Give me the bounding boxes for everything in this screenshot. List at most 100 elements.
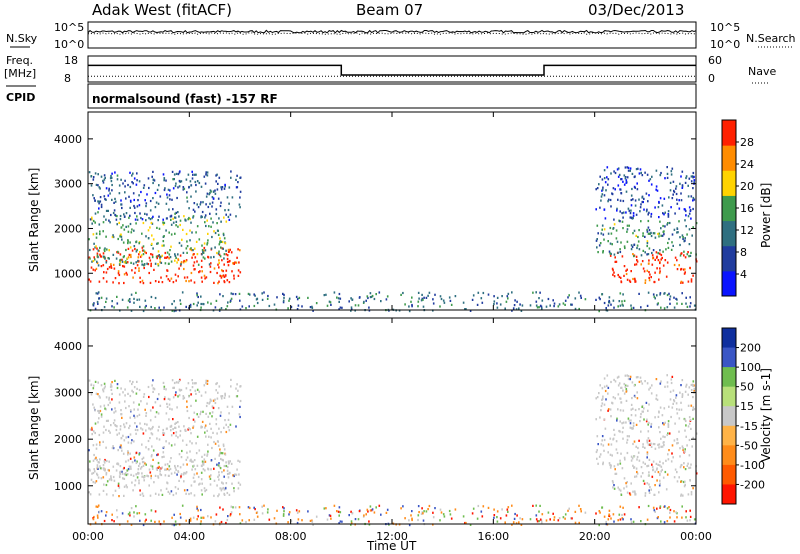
power-cell: [630, 307, 633, 310]
velocity-cell: [136, 460, 138, 463]
power-cell: [689, 305, 691, 308]
velocity-cell: [309, 519, 312, 522]
velocity-cell: [236, 383, 238, 386]
power-cell: [578, 291, 580, 294]
velocity-cell: [139, 462, 141, 465]
velocity-cell: [621, 467, 624, 470]
power-cell: [182, 251, 185, 254]
velocity-cell: [112, 465, 115, 468]
velocity-cell: [518, 521, 520, 524]
velocity-cell: [94, 409, 96, 412]
cpid-panel-frame: [87, 83, 697, 109]
velocity-cell: [174, 422, 176, 425]
velocity-cell: [655, 397, 657, 400]
power-cell: [625, 190, 628, 193]
velocity-cell: [174, 393, 177, 397]
power-cell: [149, 218, 152, 221]
velocity-cell: [190, 404, 192, 407]
velocity-cell: [211, 446, 213, 450]
power-cell: [182, 228, 184, 231]
power-cell: [120, 199, 122, 202]
velocity-cell: [601, 435, 604, 438]
power-cell: [133, 229, 135, 232]
power-cell: [659, 197, 662, 200]
velocity-cell: [688, 466, 690, 470]
velocity-cell: [657, 415, 660, 418]
power-cell: [163, 177, 166, 180]
power-cell: [202, 303, 205, 306]
power-cell: [142, 245, 145, 248]
power-cell: [180, 180, 183, 183]
velocity-cell: [596, 457, 598, 460]
velocity-cell: [647, 430, 650, 433]
power-cell: [411, 296, 413, 299]
power-cell: [132, 192, 135, 195]
velocity-cell: [182, 397, 185, 400]
velocity-cell: [127, 435, 130, 439]
power-cell: [100, 203, 103, 206]
velocity-cell: [449, 513, 452, 516]
velocity-cell: [162, 451, 165, 454]
power-cell: [150, 253, 152, 256]
velocity-cell: [157, 461, 160, 465]
velocity-cell: [193, 464, 195, 467]
velocity-cell: [648, 439, 651, 442]
power-cell: [175, 172, 178, 175]
velocity-cell: [601, 387, 604, 390]
velocity-cell: [595, 418, 597, 421]
velocity-cell: [239, 513, 241, 516]
power-cell: [151, 175, 153, 178]
colorbar-tick-label: -50: [740, 439, 758, 452]
velocity-cell: [684, 419, 687, 423]
power-cell: [610, 172, 612, 175]
velocity-cell: [621, 513, 623, 517]
velocity-cell: [94, 521, 97, 524]
power-cell: [341, 306, 343, 309]
velocity-cell: [692, 417, 694, 420]
velocity-cell: [96, 459, 98, 462]
power-cell: [119, 214, 122, 218]
power-cell: [690, 251, 692, 254]
station-title: Adak West (fitACF): [92, 1, 232, 19]
velocity-cell: [658, 426, 660, 429]
power-cell: [673, 190, 676, 194]
velocity-cell: [206, 429, 208, 432]
power-cell: [646, 253, 648, 256]
velocity-cell: [136, 429, 139, 432]
velocity-cell: [138, 512, 141, 515]
velocity-cell: [688, 386, 691, 389]
velocity-cell: [120, 409, 122, 412]
power-cell: [628, 224, 630, 227]
velocity-cell: [204, 490, 206, 493]
velocity-cell: [684, 418, 686, 421]
velocity-cell: [646, 451, 649, 454]
velocity-cell: [154, 520, 156, 523]
power-cell: [130, 255, 132, 259]
velocity-cell: [684, 429, 686, 432]
power-cell: [666, 223, 668, 226]
power-cell: [135, 291, 137, 294]
power-cell: [137, 256, 140, 259]
power-cell: [169, 256, 172, 259]
velocity-cell: [121, 416, 123, 419]
colorbar-swatch: [722, 195, 736, 222]
power-cell: [219, 255, 222, 258]
velocity-cell: [116, 509, 118, 512]
colorbar-tick-label: 12: [740, 224, 754, 237]
velocity-cell: [166, 463, 169, 466]
velocity-cell: [183, 396, 186, 399]
velocity-cell: [129, 424, 131, 427]
velocity-cell: [520, 523, 523, 526]
velocity-cell: [189, 389, 192, 392]
power-cell: [239, 176, 242, 179]
velocity-cell: [681, 393, 684, 396]
velocity-cell: [676, 516, 678, 519]
power-cell: [245, 307, 247, 310]
velocity-cell: [645, 401, 648, 404]
power-cell: [417, 291, 420, 294]
velocity-cell: [158, 520, 160, 523]
y-tick-label: 3000: [54, 178, 82, 191]
velocity-cell: [210, 427, 212, 430]
power-cell: [609, 226, 612, 230]
beam-title: Beam 07: [356, 1, 423, 19]
